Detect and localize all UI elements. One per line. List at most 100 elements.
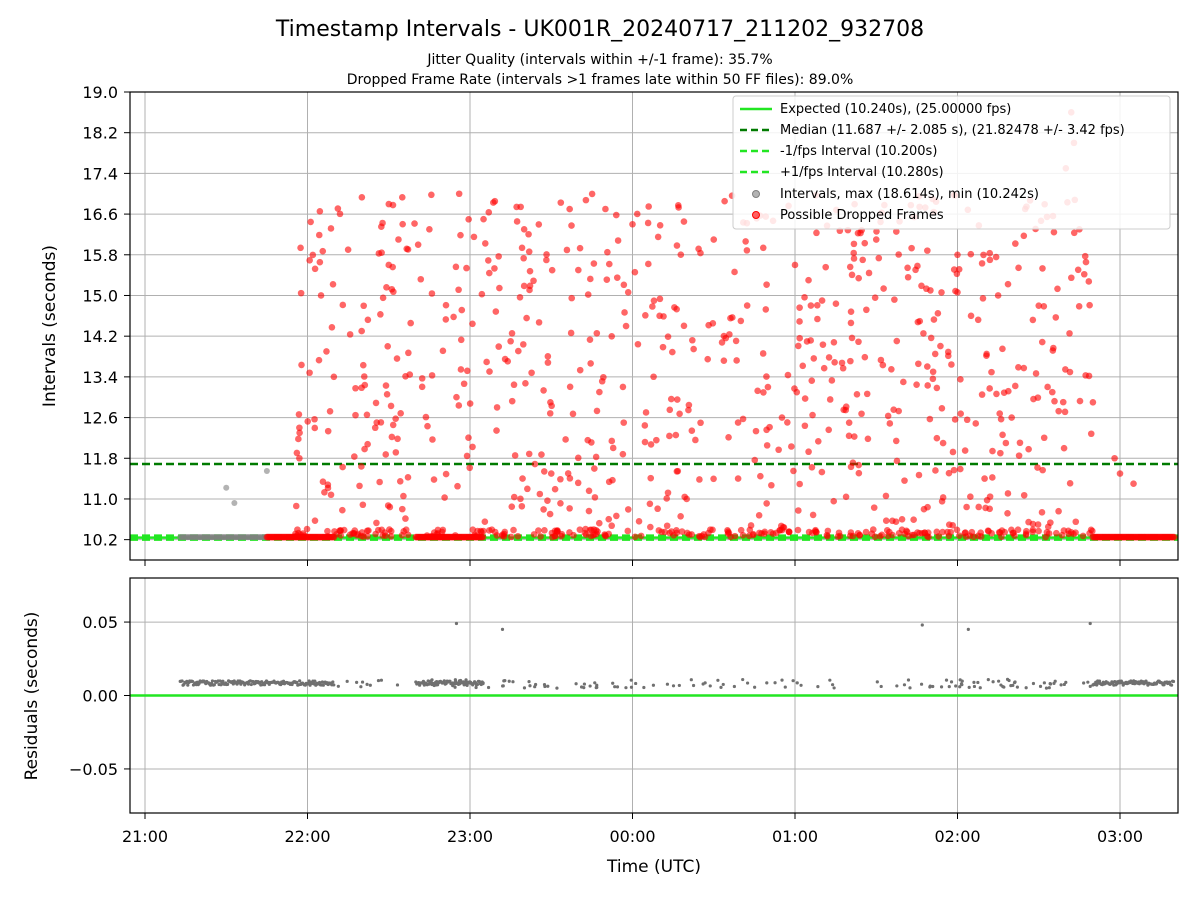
dropped-frame-point xyxy=(685,401,693,409)
intervals-y-tick-label: 10.2 xyxy=(82,531,118,550)
dropped-frame-point xyxy=(541,527,548,534)
residual-point xyxy=(1168,680,1172,684)
residual-point xyxy=(458,678,463,683)
dropped-frame-point xyxy=(441,494,448,501)
dropped-frame-point xyxy=(858,410,865,418)
dropped-frame-point xyxy=(818,468,826,476)
residual-point xyxy=(465,683,469,688)
residual-point xyxy=(895,684,899,688)
dropped-frame-point xyxy=(767,529,775,536)
dropped-frame-point xyxy=(596,388,603,396)
dropped-frame-point xyxy=(1020,232,1028,240)
dropped-frame-point xyxy=(863,306,870,314)
dropped-frame-point xyxy=(725,433,732,441)
dropped-frame-point xyxy=(967,250,975,258)
dropped-frame-point xyxy=(363,411,371,419)
dropped-frame-point xyxy=(480,215,487,223)
dropped-frame-point xyxy=(339,506,346,514)
dropped-frame-point xyxy=(455,190,463,198)
dropped-frame-point xyxy=(317,292,325,299)
dropped-frame-point xyxy=(593,329,601,337)
dropped-frame-point xyxy=(895,529,903,537)
dropped-frame-point xyxy=(1089,399,1097,406)
residual-point xyxy=(816,685,820,689)
residual-point xyxy=(595,683,599,687)
dropped-frame-point xyxy=(510,526,517,534)
dropped-frame-point xyxy=(463,367,471,375)
dropped-frame-point xyxy=(407,319,414,327)
dropped-frame-point xyxy=(389,201,397,209)
dropped-frame-point xyxy=(975,503,983,511)
intervals-y-tick-label: 16.6 xyxy=(82,205,118,224)
dropped-frame-point xyxy=(411,220,418,227)
dropped-frame-point xyxy=(850,255,858,262)
dropped-frame-point xyxy=(930,316,938,323)
residual-point xyxy=(376,678,381,683)
dropped-frame-point xyxy=(582,196,590,204)
dropped-frame-point xyxy=(808,377,816,384)
dropped-frame-point xyxy=(880,285,887,292)
dropped-frame-point xyxy=(733,357,740,364)
dropped-frame-point xyxy=(466,464,474,472)
dropped-frame-point xyxy=(974,316,982,324)
dropped-frame-point xyxy=(832,300,840,307)
residual-point xyxy=(368,683,372,687)
dropped-frame-point xyxy=(458,306,466,314)
dropped-frame-point xyxy=(428,372,436,379)
dropped-frame-point xyxy=(1047,519,1054,526)
dropped-frame-point xyxy=(685,406,692,414)
dropped-frame-point xyxy=(567,329,575,337)
dropped-frame-point xyxy=(605,515,613,523)
dropped-frame-point xyxy=(543,256,550,264)
dropped-frame-point xyxy=(530,277,537,285)
dropped-frame-point xyxy=(1030,395,1037,403)
dropped-frame-point xyxy=(469,320,476,328)
dropped-frame-point xyxy=(890,406,897,413)
dropped-frame-point xyxy=(361,445,368,453)
residual-point xyxy=(629,685,634,689)
residual-point xyxy=(939,685,944,689)
dropped-frame-point xyxy=(311,424,319,432)
dropped-frame-point xyxy=(330,373,338,381)
residual-point xyxy=(642,685,646,690)
dropped-frame-point xyxy=(430,476,438,483)
dropped-frame-point xyxy=(309,251,317,259)
x-tick-label: 21:00 xyxy=(122,827,168,846)
dropped-frame-point xyxy=(609,476,616,484)
residual-point xyxy=(958,685,962,689)
dropped-frame-point xyxy=(934,310,942,317)
residual-point xyxy=(1042,681,1046,685)
legend-box xyxy=(732,95,1171,230)
dropped-frame-point xyxy=(515,347,522,355)
dropped-frame-point xyxy=(1052,314,1060,321)
dropped-frame-point xyxy=(442,470,450,478)
x-tick-label: 02:00 xyxy=(934,827,980,846)
dropped-frame-point xyxy=(1085,278,1093,285)
residual-point xyxy=(875,680,879,684)
dropped-frame-point xyxy=(677,251,685,259)
dropped-frame-point xyxy=(418,375,426,382)
dropped-frame-point xyxy=(737,526,745,534)
dropped-frame-point xyxy=(359,361,367,369)
residual-point xyxy=(210,679,215,683)
residual-point xyxy=(908,686,912,690)
dropped-frame-point xyxy=(809,411,816,419)
dropped-frame-point xyxy=(388,433,396,441)
dropped-frame-point xyxy=(351,453,358,460)
dropped-frame-point xyxy=(337,532,345,539)
dropped-frame-point xyxy=(414,241,422,248)
residual-point xyxy=(689,678,693,682)
dropped-frame-point xyxy=(619,383,627,391)
residual-point xyxy=(317,680,322,685)
dropped-frame-point xyxy=(315,231,323,239)
dropped-frame-point xyxy=(709,526,716,534)
dropped-frame-point xyxy=(426,533,434,541)
dropped-frame-point xyxy=(511,452,519,459)
dropped-frame-point xyxy=(1029,528,1036,536)
dropped-frame-point xyxy=(794,526,802,534)
dropped-frame-point xyxy=(927,334,935,342)
dropped-frame-point xyxy=(1040,434,1048,442)
dropped-frame-point xyxy=(986,256,994,264)
dropped-frame-point xyxy=(576,526,584,533)
